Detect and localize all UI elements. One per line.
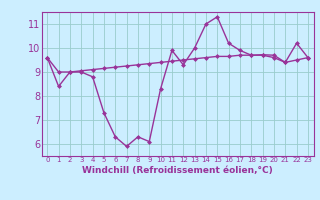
X-axis label: Windchill (Refroidissement éolien,°C): Windchill (Refroidissement éolien,°C) xyxy=(82,166,273,175)
